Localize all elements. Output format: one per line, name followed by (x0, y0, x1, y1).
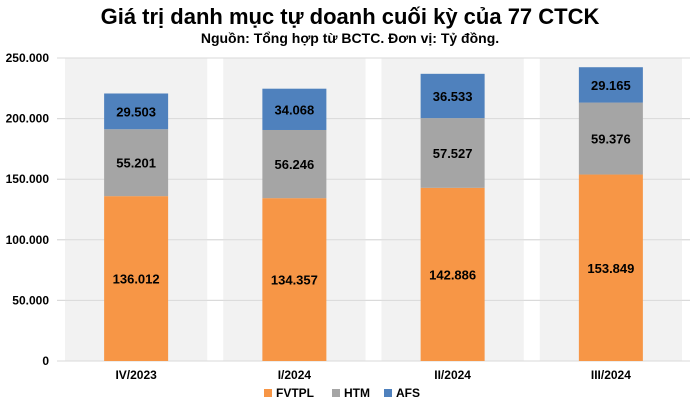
bar-fvtpl (578, 174, 643, 361)
chart-subtitle: Nguồn: Tổng hợp từ BCTC. Đơn vị: Tỷ đồng… (200, 30, 500, 46)
data-label: 142.886 (429, 267, 476, 282)
bar-fvtpl (262, 198, 327, 361)
legend-swatch-htm (332, 389, 340, 397)
bar-afs (420, 73, 485, 119)
bar-htm (578, 102, 643, 175)
x-tick-label: III/2024 (591, 368, 631, 382)
data-label: 59.376 (591, 132, 631, 147)
x-tick-label: I/2024 (278, 368, 312, 382)
legend-swatch-afs (384, 389, 392, 397)
data-label: 56.246 (274, 157, 314, 172)
y-tick-label: 150.000 (6, 172, 50, 186)
legend-swatch-fvtpl (264, 389, 272, 397)
bar-afs (578, 67, 643, 103)
bar-afs (262, 88, 327, 130)
data-label: 57.527 (433, 146, 473, 161)
y-tick-label: 0 (42, 354, 49, 368)
y-tick-label: 50.000 (12, 293, 49, 307)
x-tick-label: IV/2023 (115, 368, 157, 382)
data-label: 136.012 (113, 272, 160, 287)
bar-fvtpl (420, 187, 485, 361)
data-label: 134.357 (271, 273, 318, 288)
legend-label: AFS (396, 386, 420, 400)
y-tick-label: 100.000 (6, 233, 50, 247)
y-tick-label: 200.000 (6, 112, 50, 126)
bar-afs (104, 93, 169, 130)
data-label: 34.068 (274, 102, 314, 117)
bar-htm (262, 129, 327, 199)
bar-htm (420, 118, 485, 188)
data-label: 153.849 (587, 261, 634, 276)
data-label: 36.533 (433, 89, 473, 104)
x-tick-label: II/2024 (434, 368, 471, 382)
chart-title: Giá trị danh mục tự doanh cuối kỳ của 77… (100, 4, 600, 29)
y-tick-label: 250.000 (6, 51, 50, 65)
bar-fvtpl (104, 196, 169, 361)
legend-label: FVTPL (276, 386, 314, 400)
bar-htm (104, 129, 169, 197)
data-label: 29.165 (591, 78, 631, 93)
legend-label: HTM (344, 386, 370, 400)
data-label: 55.201 (116, 156, 156, 171)
data-label: 29.503 (116, 104, 156, 119)
